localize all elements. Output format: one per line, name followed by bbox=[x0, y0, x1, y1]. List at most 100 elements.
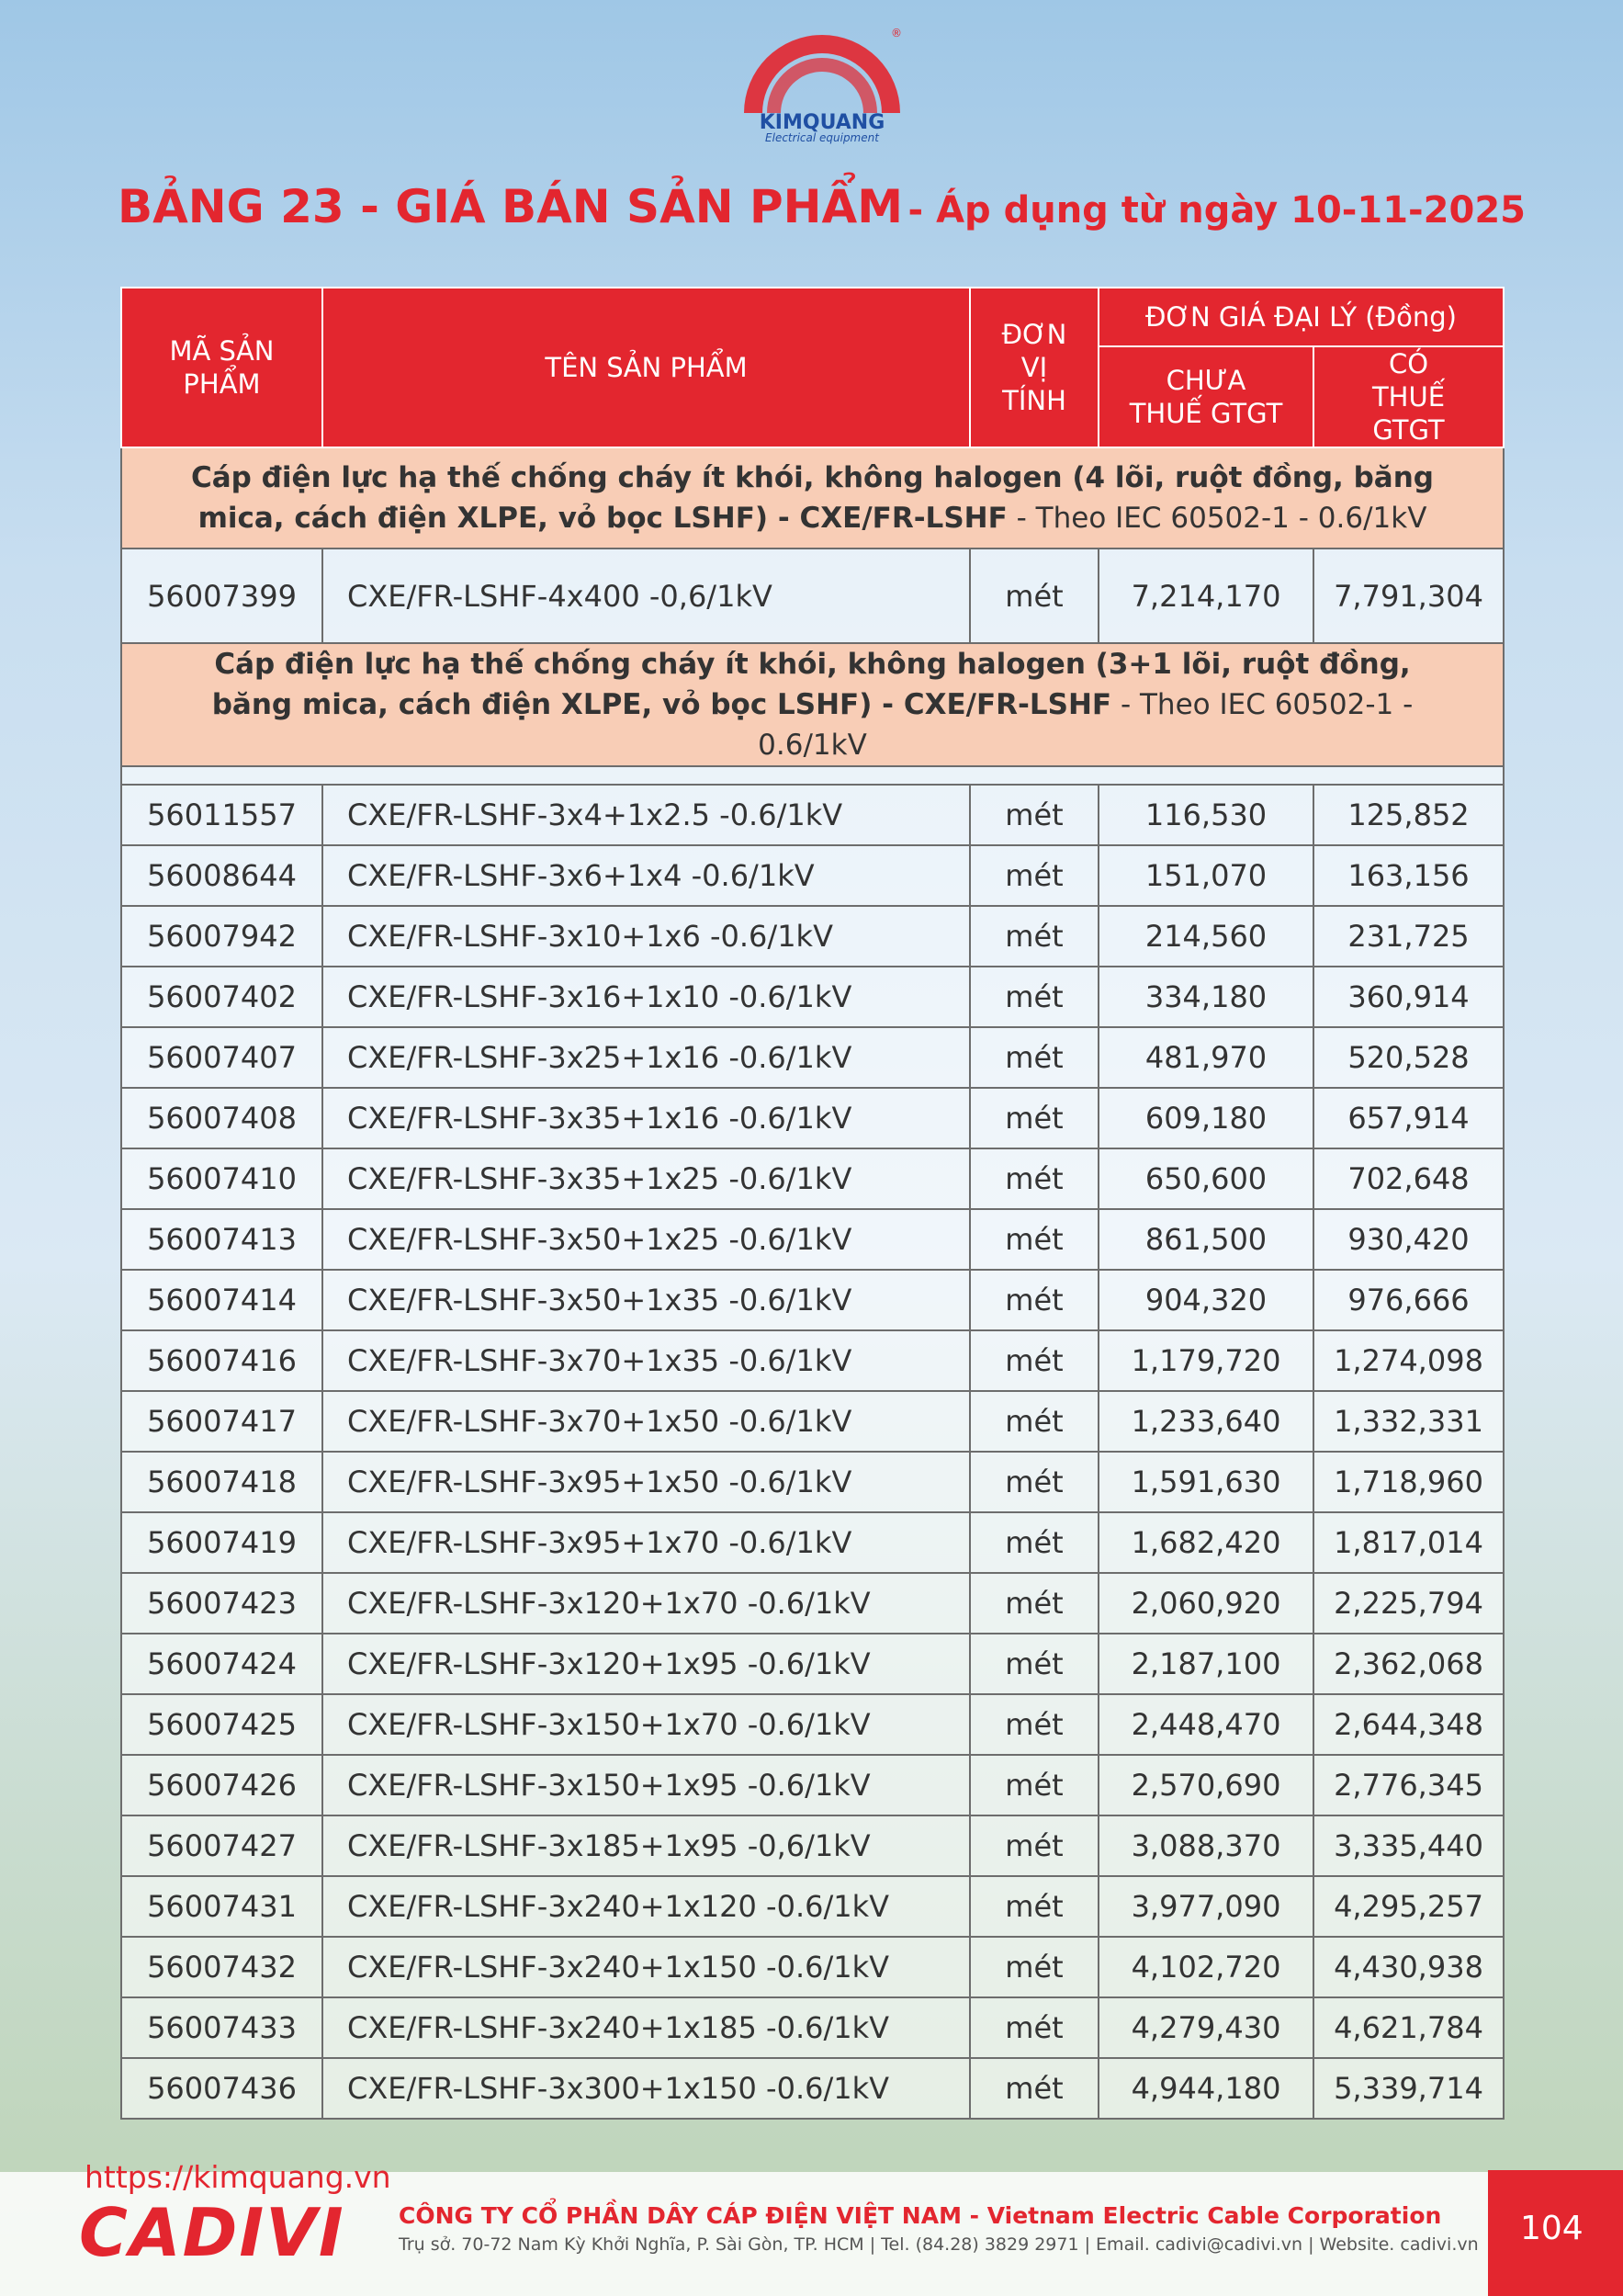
name: CXE/FR-LSHF-3x50+1x35 -0.6/1kV bbox=[321, 1269, 971, 1331]
code: 56007433 bbox=[120, 1996, 323, 2059]
unit: mét bbox=[969, 1996, 1099, 2059]
price-tax: 2,776,345 bbox=[1313, 1754, 1505, 1816]
price-tax: 125,852 bbox=[1313, 784, 1505, 846]
product-row: 56007402 CXE/FR-LSHF-3x16+1x10 -0.6/1kV mé… bbox=[120, 966, 1505, 1028]
spacer-row bbox=[120, 765, 1505, 785]
product-row: 56007942 CXE/FR-LSHF-3x10+1x6 -0.6/1kV mét… bbox=[120, 905, 1505, 967]
section-name: Cáp điện lực hạ thế chống cháy ít khói, … bbox=[191, 461, 1434, 535]
code: 56007423 bbox=[120, 1572, 323, 1634]
name: CXE/FR-LSHF-3x35+1x16 -0.6/1kV bbox=[321, 1087, 971, 1149]
unit: mét bbox=[969, 1754, 1099, 1816]
code: 56007425 bbox=[120, 1693, 323, 1756]
product-row: 56007399 CXE/FR-LSHF-4x400 -0,6/1kV mét 7,2… bbox=[120, 548, 1505, 644]
name: CXE/FR-LSHF-4x400 -0,6/1kV bbox=[321, 548, 971, 644]
name: CXE/FR-LSHF-3x70+1x35 -0.6/1kV bbox=[321, 1329, 971, 1392]
name: CXE/FR-LSHF-3x120+1x95 -0.6/1kV bbox=[321, 1633, 971, 1695]
code: 56007414 bbox=[120, 1269, 323, 1331]
logo-mark: ® bbox=[891, 27, 902, 40]
price-tax: 1,718,960 bbox=[1313, 1451, 1505, 1513]
price-tax: 3,335,440 bbox=[1313, 1815, 1505, 1877]
unit: mét bbox=[969, 1815, 1099, 1877]
product-row: 56007413 CXE/FR-LSHF-3x50+1x25 -0.6/1kV mé… bbox=[120, 1208, 1505, 1271]
price-tax: 4,430,938 bbox=[1313, 1936, 1505, 1998]
logo-brand: KIMQUANG bbox=[760, 111, 885, 134]
price-tax: 1,274,098 bbox=[1313, 1329, 1505, 1392]
name: CXE/FR-LSHF-3x185+1x95 -0,6/1kV bbox=[321, 1815, 971, 1877]
unit: mét bbox=[969, 905, 1099, 967]
unit: mét bbox=[969, 844, 1099, 907]
code: 56007416 bbox=[120, 1329, 323, 1392]
price-pre-tax: 3,977,090 bbox=[1098, 1875, 1314, 1938]
product-row: 56007408 CXE/FR-LSHF-3x35+1x16 -0.6/1kV mé… bbox=[120, 1087, 1505, 1149]
code: 56007436 bbox=[120, 2057, 323, 2120]
section-title: Cáp điện lực hạ thế chống cháy ít khói, … bbox=[120, 642, 1505, 767]
price-pre-tax: 1,591,630 bbox=[1098, 1451, 1314, 1513]
unit: mét bbox=[969, 1572, 1099, 1634]
product-row: 56007424 CXE/FR-LSHF-3x120+1x95 -0.6/1kV m… bbox=[120, 1633, 1505, 1695]
code: 56007413 bbox=[120, 1208, 323, 1271]
code: 56007408 bbox=[120, 1087, 323, 1149]
head-name: TÊN SẢN PHẨM bbox=[321, 287, 971, 448]
product-row: 56007414 CXE/FR-LSHF-3x50+1x35 -0.6/1kV mé… bbox=[120, 1269, 1505, 1331]
code: 56007419 bbox=[120, 1511, 323, 1574]
head-pre-tax: CHƯA THUẾ GTGT bbox=[1098, 345, 1314, 448]
footer-url[interactable]: https://kimquang.vn bbox=[85, 2159, 391, 2195]
name: CXE/FR-LSHF-3x240+1x120 -0.6/1kV bbox=[321, 1875, 971, 1938]
name: CXE/FR-LSHF-3x6+1x4 -0.6/1kV bbox=[321, 844, 971, 907]
product-row: 56007410 CXE/FR-LSHF-3x35+1x25 -0.6/1kV mé… bbox=[120, 1148, 1505, 1210]
price-tax: 163,156 bbox=[1313, 844, 1505, 907]
spacer bbox=[120, 765, 1505, 785]
product-row: 56007427 CXE/FR-LSHF-3x185+1x95 -0,6/1kV m… bbox=[120, 1815, 1505, 1877]
price-tax: 976,666 bbox=[1313, 1269, 1505, 1331]
name: CXE/FR-LSHF-3x150+1x70 -0.6/1kV bbox=[321, 1693, 971, 1756]
unit: mét bbox=[969, 1026, 1099, 1089]
price-tax: 1,817,014 bbox=[1313, 1511, 1505, 1574]
product-row: 56007418 CXE/FR-LSHF-3x95+1x50 -0.6/1kV mé… bbox=[120, 1451, 1505, 1513]
product-row: 56011557 CXE/FR-LSHF-3x4+1x2.5 -0.6/1kV mé… bbox=[120, 784, 1505, 846]
product-row: 56007426 CXE/FR-LSHF-3x150+1x95 -0.6/1kV m… bbox=[120, 1754, 1505, 1816]
unit: mét bbox=[969, 1390, 1099, 1453]
head-unit: ĐƠN VỊ TÍNH bbox=[969, 287, 1099, 448]
price-table: MÃ SẢN PHẨM TÊN SẢN PHẨM ĐƠN VỊ TÍNH ĐƠN… bbox=[120, 287, 1505, 2120]
unit: mét bbox=[969, 1511, 1099, 1574]
title-date: - Áp dụng từ ngày 10-11-2025 bbox=[907, 189, 1526, 232]
code: 56007942 bbox=[120, 905, 323, 967]
product-row: 56007419 CXE/FR-LSHF-3x95+1x70 -0.6/1kV mé… bbox=[120, 1511, 1505, 1574]
code: 56007426 bbox=[120, 1754, 323, 1816]
section-name: Cáp điện lực hạ thế chống cháy ít khói, … bbox=[211, 648, 1411, 721]
unit: mét bbox=[969, 2057, 1099, 2120]
name: CXE/FR-LSHF-3x95+1x50 -0.6/1kV bbox=[321, 1451, 971, 1513]
name: CXE/FR-LSHF-3x50+1x25 -0.6/1kV bbox=[321, 1208, 971, 1271]
price-pre-tax: 214,560 bbox=[1098, 905, 1314, 967]
unit: mét bbox=[969, 1693, 1099, 1756]
code: 56007410 bbox=[120, 1148, 323, 1210]
price-pre-tax: 116,530 bbox=[1098, 784, 1314, 846]
unit: mét bbox=[969, 1329, 1099, 1392]
unit: mét bbox=[969, 1087, 1099, 1149]
price-pre-tax: 3,088,370 bbox=[1098, 1815, 1314, 1877]
section-note: - Theo IEC 60502-1 - 0.6/1kV bbox=[1016, 502, 1427, 535]
unit: mét bbox=[969, 548, 1099, 644]
page-tab bbox=[1488, 2170, 1623, 2296]
name: CXE/FR-LSHF-3x120+1x70 -0.6/1kV bbox=[321, 1572, 971, 1634]
price-pre-tax: 151,070 bbox=[1098, 844, 1314, 907]
unit: mét bbox=[969, 1148, 1099, 1210]
unit: mét bbox=[969, 1208, 1099, 1271]
unit: mét bbox=[969, 784, 1099, 846]
name: CXE/FR-LSHF-3x10+1x6 -0.6/1kV bbox=[321, 905, 971, 967]
logo: KIMQUANG Electrical equipment ® bbox=[744, 27, 902, 144]
name: CXE/FR-LSHF-3x25+1x16 -0.6/1kV bbox=[321, 1026, 971, 1089]
code: 56007431 bbox=[120, 1875, 323, 1938]
name: CXE/FR-LSHF-3x35+1x25 -0.6/1kV bbox=[321, 1148, 971, 1210]
unit: mét bbox=[969, 1875, 1099, 1938]
price-pre-tax: 1,179,720 bbox=[1098, 1329, 1314, 1392]
code: 56007432 bbox=[120, 1936, 323, 1998]
price-tax: 4,295,257 bbox=[1313, 1875, 1505, 1938]
price-tax: 2,362,068 bbox=[1313, 1633, 1505, 1695]
name: CXE/FR-LSHF-3x300+1x150 -0.6/1kV bbox=[321, 2057, 971, 2120]
footer-band bbox=[0, 2172, 1623, 2296]
price-pre-tax: 481,970 bbox=[1098, 1026, 1314, 1089]
code: 56011557 bbox=[120, 784, 323, 846]
